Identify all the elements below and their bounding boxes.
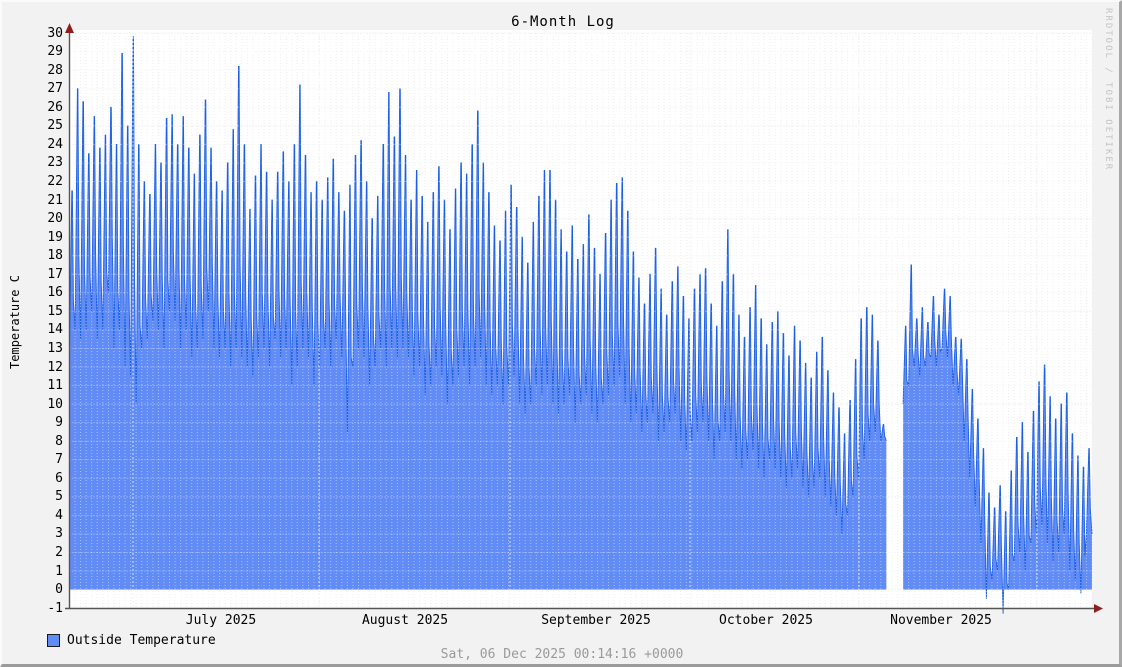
y-tick-label: 2 <box>55 545 63 560</box>
y-tick-label: 11 <box>47 378 63 394</box>
y-tick-label: 24 <box>47 136 63 152</box>
y-tick-label: 18 <box>47 248 63 264</box>
y-tick-label: 4 <box>55 507 63 523</box>
x-tick-label: August 2025 <box>361 613 449 628</box>
y-tick-label: 27 <box>47 81 63 97</box>
y-tick-label: 15 <box>47 303 63 319</box>
y-tick-label: -1 <box>47 600 63 616</box>
y-tick-label: 13 <box>47 340 63 356</box>
chart-title: 6-Month Log <box>511 14 615 30</box>
y-tick-label: 6 <box>55 470 63 486</box>
y-tick-label: 10 <box>47 396 63 412</box>
y-tick-label: 23 <box>47 155 63 171</box>
x-tick-label: October 2025 <box>719 613 813 628</box>
y-tick-label: 7 <box>55 452 63 468</box>
x-tick-label: November 2025 <box>890 613 992 628</box>
timestamp-footer: Sat, 06 Dec 2025 00:14:16 +0000 <box>440 647 684 662</box>
y-tick-label: 28 <box>47 62 63 78</box>
x-tick-label: September 2025 <box>541 613 651 628</box>
y-tick-label: 17 <box>47 266 63 282</box>
y-tick-label: 22 <box>47 174 63 189</box>
y-tick-label: 8 <box>55 433 63 449</box>
y-tick-label: 5 <box>55 489 63 505</box>
legend-label: Outside Temperature <box>67 633 216 648</box>
legend: Outside Temperature <box>47 633 216 648</box>
rrdtool-watermark: RRDTOOL / TOBI OETIKER <box>1103 8 1113 172</box>
y-tick-label: 29 <box>47 44 63 60</box>
legend-swatch-icon <box>47 634 60 647</box>
y-tick-label: 19 <box>47 229 63 245</box>
y-tick-label: 14 <box>47 322 63 338</box>
y-tick-label: 21 <box>47 192 63 208</box>
x-tick-label: July 2025 <box>185 613 257 628</box>
y-tick-label: 12 <box>47 359 63 375</box>
y-tick-label: 30 <box>47 25 63 41</box>
y-tick-label: 0 <box>55 582 63 598</box>
y-tick-label: 16 <box>47 285 63 301</box>
y-tick-label: 3 <box>55 526 63 542</box>
y-tick-label: 25 <box>47 118 63 134</box>
y-tick-label: 26 <box>47 99 63 115</box>
y-tick-label: 1 <box>55 563 63 579</box>
y-tick-label: 9 <box>55 415 63 431</box>
y-tick-label: 20 <box>47 211 63 227</box>
